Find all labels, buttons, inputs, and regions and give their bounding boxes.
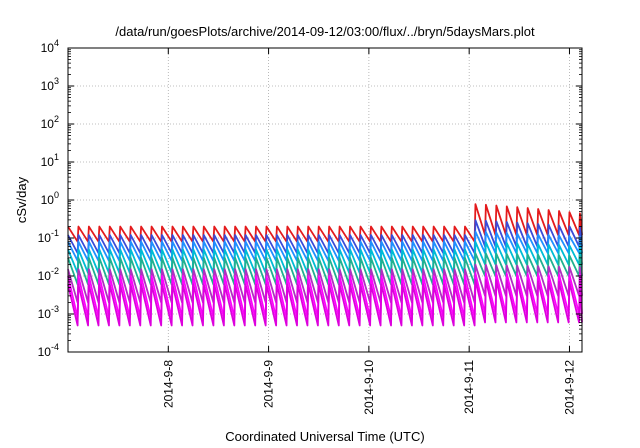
y-tick-label: 101 bbox=[41, 152, 59, 169]
y-tick-label: 10-2 bbox=[38, 266, 59, 283]
x-tick-label: 2014-9-9 bbox=[262, 360, 276, 408]
chart-title: /data/run/goesPlots/archive/2014-09-12/0… bbox=[115, 24, 535, 39]
y-tick-label: 10-3 bbox=[38, 304, 59, 321]
y-tick-label: 102 bbox=[41, 114, 59, 131]
y-tick-label: 100 bbox=[41, 190, 59, 207]
series-layer bbox=[67, 203, 583, 327]
series-line-8 bbox=[67, 278, 583, 327]
x-tick-label: 2014-9-10 bbox=[362, 360, 376, 415]
x-tick-labels: 2014-9-8 2014-9-9 2014-9-10 2014-9-11 2014-9… bbox=[161, 48, 576, 415]
series-line-1 bbox=[67, 203, 583, 243]
x-tick-label: 2014-9-11 bbox=[462, 360, 476, 414]
y-tick-label: 10-4 bbox=[38, 342, 59, 359]
y-tick-label: 104 bbox=[41, 38, 59, 55]
y-axis-label: cSv/day bbox=[14, 176, 29, 223]
x-axis-label: Coordinated Universal Time (UTC) bbox=[225, 429, 424, 444]
y-tick-label: 103 bbox=[41, 76, 59, 93]
y-tick-label: 10-1 bbox=[38, 228, 59, 245]
x-tick-label: 2014-9-12 bbox=[562, 360, 576, 415]
x-tick-label: 2014-9-8 bbox=[161, 360, 175, 408]
